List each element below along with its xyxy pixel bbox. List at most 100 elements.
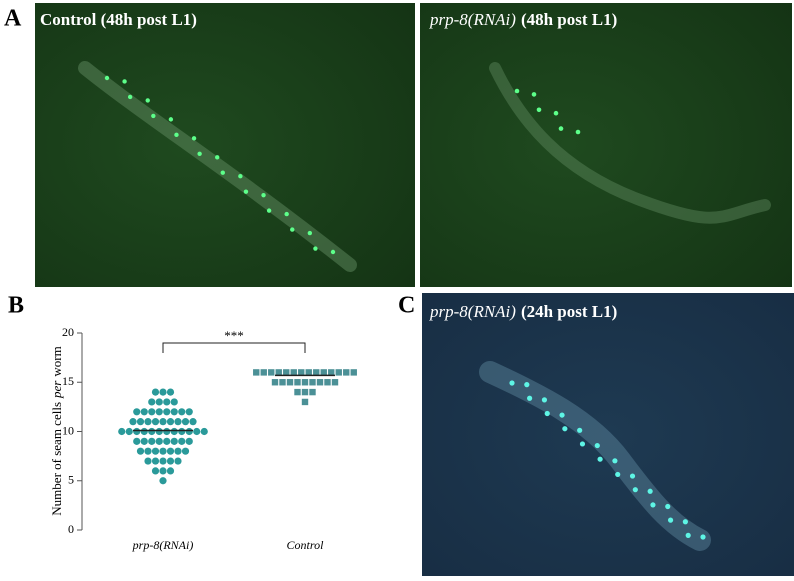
x-tick-label: prp-8(RNAi)	[132, 538, 194, 552]
nucleus	[553, 110, 559, 116]
data-point	[170, 408, 178, 416]
nucleus	[122, 79, 127, 84]
data-point	[155, 408, 163, 416]
nucleus	[682, 519, 688, 525]
nucleus	[514, 88, 520, 94]
y-label-part: Number of seam cells	[49, 402, 64, 516]
data-point	[181, 447, 190, 455]
nucleus	[145, 98, 150, 103]
worm	[78, 61, 357, 272]
nucleus	[104, 75, 110, 81]
gene: prp-8(RNAi)	[429, 10, 516, 29]
data-point	[328, 369, 335, 376]
data-point	[148, 427, 156, 436]
nucleus	[594, 442, 600, 449]
nucleus	[685, 532, 691, 538]
y-tick-label: 5	[68, 473, 74, 487]
nucleus	[313, 246, 318, 251]
data-point	[170, 398, 178, 406]
nucleus	[284, 211, 289, 217]
data-point	[335, 369, 342, 376]
data-point	[125, 427, 133, 436]
nucleus	[667, 517, 674, 523]
nucleus	[524, 382, 530, 388]
data-point	[136, 447, 145, 455]
data-point	[155, 437, 163, 445]
nucleus	[220, 170, 225, 175]
nucleus	[509, 380, 515, 386]
data-point	[301, 388, 309, 396]
data-point	[178, 408, 186, 416]
data-point	[279, 379, 286, 386]
nucleus	[650, 502, 656, 508]
data-point	[151, 467, 160, 475]
panel-title: Control (48h post L1)	[40, 10, 197, 29]
micrograph	[35, 3, 415, 287]
data-point	[320, 369, 327, 376]
data-point	[144, 418, 152, 426]
data-point	[174, 447, 182, 455]
data-point	[331, 379, 339, 386]
data-point	[151, 418, 160, 426]
significance: ***	[224, 328, 244, 343]
nucleus	[261, 192, 266, 198]
nucleus	[536, 107, 542, 113]
nucleus	[562, 426, 568, 432]
nucleus	[632, 487, 638, 493]
data-point	[309, 388, 316, 396]
data-point	[163, 427, 171, 436]
data-point	[133, 408, 141, 416]
data-point	[170, 437, 178, 445]
nucleus	[266, 208, 272, 213]
nucleus	[527, 395, 533, 401]
data-point	[290, 369, 297, 376]
nucleus	[215, 155, 220, 160]
nucleus	[612, 458, 618, 464]
nucleus	[174, 132, 179, 138]
micrograph	[422, 293, 794, 576]
data-point	[133, 437, 141, 445]
y-tick-label: 10	[62, 423, 74, 437]
nucleus	[243, 189, 249, 194]
nucleus	[238, 174, 243, 179]
worm	[489, 62, 771, 224]
data-point	[159, 447, 167, 455]
data-point	[148, 408, 156, 416]
nucleus	[541, 397, 548, 403]
data-point	[294, 388, 301, 396]
data-point	[166, 467, 175, 475]
data-point	[140, 437, 148, 445]
data-point	[166, 418, 175, 426]
data-point	[163, 408, 171, 416]
y-axis-label: Number of seam cells per worm	[49, 346, 64, 515]
data-point	[140, 427, 148, 436]
data-point	[294, 379, 301, 386]
nucleus	[597, 456, 603, 462]
data-point	[170, 427, 178, 436]
gene: prp-8(RNAi)	[429, 302, 516, 321]
data-point	[151, 447, 160, 455]
chart: 0 5 10 15 20 prp-8(RNAi) Control ***	[62, 325, 357, 552]
data-point	[253, 369, 260, 376]
data-point	[118, 427, 126, 436]
condition: (48h post L1)	[521, 10, 617, 29]
data-point	[200, 427, 208, 436]
data-point	[148, 437, 156, 445]
nucleus	[647, 488, 653, 494]
data-point	[283, 369, 290, 376]
data-point	[185, 427, 193, 436]
data-point	[159, 388, 167, 396]
condition: (24h post L1)	[521, 302, 617, 321]
y-label-part: worm	[49, 346, 64, 376]
nucleus	[290, 227, 295, 232]
nucleus	[127, 94, 133, 100]
data-point	[163, 398, 171, 406]
nucleus	[168, 117, 174, 122]
y-tick-label: 20	[62, 325, 74, 339]
nucleus	[191, 136, 197, 141]
nucleus	[629, 473, 636, 479]
data-point	[316, 379, 324, 386]
data-point	[268, 369, 275, 376]
nucleus	[665, 503, 671, 510]
data-point	[174, 457, 182, 465]
